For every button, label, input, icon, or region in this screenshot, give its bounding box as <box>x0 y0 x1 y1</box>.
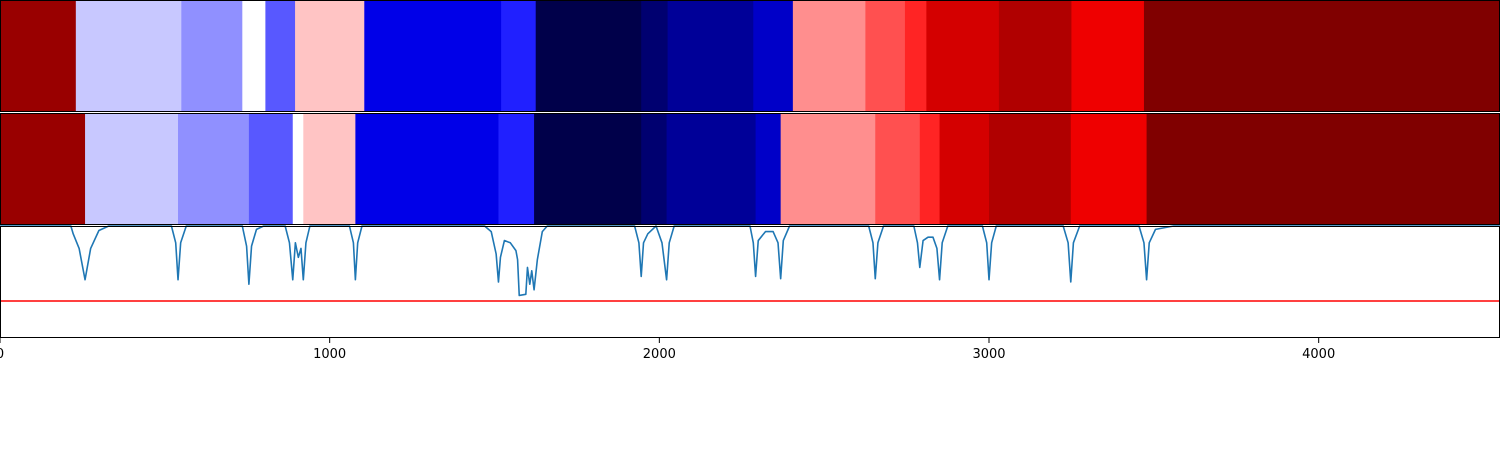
heatmap-cell <box>295 0 365 112</box>
heatmap-row-bottom <box>0 113 1500 225</box>
heatmap-cell <box>641 113 668 225</box>
heatmap-cell <box>753 0 794 112</box>
heatmap-cell <box>292 113 304 225</box>
heatmap-cell <box>0 113 86 225</box>
heatmap-cell <box>904 0 927 112</box>
heatmap-cell <box>667 0 754 112</box>
heatmap-cell <box>501 0 537 112</box>
heatmap-cell <box>1071 0 1145 112</box>
signal-line <box>0 225 1500 297</box>
heatmap-cell <box>865 0 906 112</box>
heatmap-cell <box>1143 0 1500 112</box>
x-axis: 0 1000 2000 3000 4000 <box>0 338 1335 362</box>
heatmap-cell <box>85 113 179 225</box>
x-tick-label: 2000 <box>643 347 676 362</box>
heatmap-cell <box>939 113 990 225</box>
heatmap-cell <box>1146 113 1500 225</box>
heatmap-cell <box>755 113 782 225</box>
heatmap-cell <box>75 0 182 112</box>
heatmap-cell <box>641 0 669 112</box>
axes-frame <box>0 226 1500 338</box>
heatmap-cell <box>534 113 642 225</box>
heatmap-cell <box>919 113 941 225</box>
heatmap-cell <box>792 0 866 112</box>
signal-panel <box>0 225 1500 302</box>
heatmap-cell <box>0 0 77 112</box>
heatmap-cell <box>248 113 294 225</box>
heatmap-cell <box>926 0 1000 112</box>
heatmap-cell <box>989 113 1072 225</box>
heatmap-cell <box>364 0 502 112</box>
heatmap-cell <box>265 0 296 112</box>
heatmap-cell <box>1070 113 1148 225</box>
x-tick-label: 1000 <box>313 347 346 362</box>
x-tick-label: 3000 <box>972 347 1005 362</box>
heatmap-cell <box>181 0 243 112</box>
heatmap-cell <box>666 113 757 225</box>
heatmap-cell <box>780 113 876 225</box>
x-tick-label: 0 <box>0 347 4 362</box>
heatmap-cell <box>998 0 1073 112</box>
heatmap-cell <box>178 113 250 225</box>
heatmap-cell <box>535 0 642 112</box>
heatmap-cell <box>303 113 356 225</box>
heatmap-cell <box>355 113 500 225</box>
heatmap-cell <box>242 0 266 112</box>
x-tick-label: 4000 <box>1302 347 1335 362</box>
heatmap-cell <box>875 113 921 225</box>
heatmap-cell <box>498 113 535 225</box>
heatmap-row-top <box>0 0 1500 112</box>
